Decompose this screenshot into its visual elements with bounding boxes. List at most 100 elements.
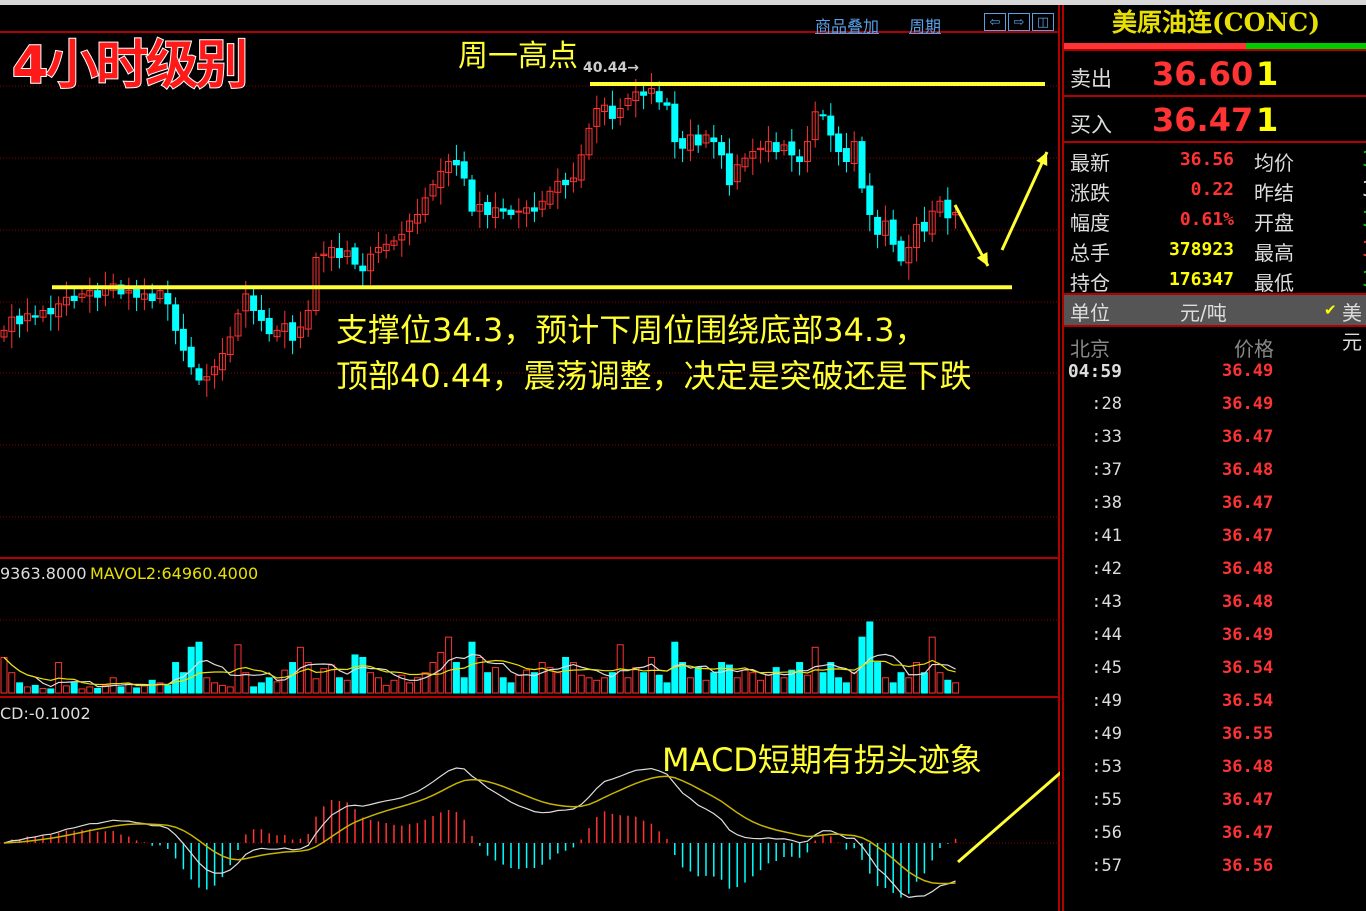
candle-up — [577, 154, 585, 181]
tick-price: 36.47 — [1222, 427, 1274, 447]
candle-down — [16, 315, 24, 325]
candle-down — [530, 207, 538, 212]
timeframe-title: 4小时级别 — [11, 35, 249, 97]
period-button[interactable]: 周期 — [909, 17, 942, 36]
sell-row[interactable]: 卖出 36.60 1 — [1064, 51, 1366, 97]
volume-bar — [16, 682, 24, 694]
candle-down — [359, 265, 367, 272]
volume-bar — [312, 678, 320, 694]
candle-up — [624, 98, 632, 107]
candle-down — [772, 142, 780, 153]
stat-row: 幅度 0.61% 开盘 3 — [1064, 207, 1366, 237]
candle-down — [187, 346, 195, 368]
candle-up — [156, 290, 164, 300]
volume-bar — [913, 662, 921, 694]
candle-up — [86, 290, 94, 297]
layout-icon[interactable]: ◫ — [1032, 13, 1054, 31]
col-time: 北京 — [1070, 337, 1110, 361]
candle-up — [523, 207, 531, 214]
candle-down — [265, 317, 273, 335]
candle-up — [211, 366, 219, 376]
tick-price: 36.48 — [1222, 559, 1274, 579]
tick-time: :33 — [1091, 427, 1122, 447]
volume-bar — [195, 641, 203, 694]
macd-dea-line — [3, 775, 956, 885]
candle-up — [140, 293, 148, 300]
overlay-button[interactable]: 商品叠加 — [815, 17, 880, 36]
candle-down — [796, 156, 804, 162]
arrow-right-icon[interactable]: ⇨ — [1008, 13, 1030, 31]
stat-label: 持仓 — [1070, 271, 1110, 295]
candle-down — [889, 219, 897, 245]
instrument-title: 美原油连(CONC) — [1111, 8, 1321, 37]
arrow-left-icon[interactable]: ⇦ — [984, 13, 1006, 31]
tick-row: :44 36.49 — [1064, 625, 1366, 658]
arrow-up — [1000, 151, 1049, 251]
tick-price: 36.54 — [1222, 691, 1274, 711]
candle-up — [585, 127, 593, 156]
candle-down — [866, 185, 874, 215]
volume-bar — [491, 667, 499, 694]
candle-up — [905, 247, 913, 264]
arrow-down-head — [976, 252, 988, 266]
candle-up — [741, 157, 749, 168]
volume-bar — [835, 677, 843, 694]
stat-label: 涨跌 — [1070, 181, 1110, 205]
candle-down — [718, 142, 726, 156]
candle-down — [257, 309, 265, 321]
stat-label: 均价 — [1254, 151, 1294, 175]
tick-price: 36.55 — [1222, 724, 1274, 744]
candle-up — [281, 323, 289, 332]
volume-bar — [538, 662, 546, 694]
candle-up — [273, 329, 281, 338]
volume-bar — [133, 687, 141, 694]
candle-down — [920, 221, 928, 232]
macd-arrow — [957, 771, 1060, 864]
chart-canvas[interactable] — [0, 5, 1060, 911]
tick-row: :57 36.56 — [1064, 856, 1366, 889]
volume-bar — [203, 677, 211, 694]
sell-label: 卖出 — [1070, 67, 1112, 91]
volume-bar — [320, 668, 328, 694]
volume-bar — [125, 683, 133, 694]
volume-bar — [780, 677, 788, 694]
volume-bar — [530, 672, 538, 694]
tick-row: :42 36.48 — [1064, 559, 1366, 592]
tick-row: :37 36.48 — [1064, 460, 1366, 493]
candle-down — [250, 295, 258, 311]
candle-down — [484, 202, 492, 215]
candle-down — [70, 295, 78, 302]
volume-bar — [398, 674, 406, 694]
candle-up — [632, 91, 640, 102]
candle-up — [538, 200, 546, 210]
volume-bar — [881, 677, 889, 694]
kline-chart[interactable]: 商品叠加 周期 ⇦ ⇨ ◫ 4小时级别 周一高点 40.44→ 支撑位34.3，… — [0, 5, 1060, 911]
volume-bar — [117, 686, 125, 694]
volume-bar — [647, 656, 655, 694]
volume-bar — [936, 672, 944, 694]
buy-row[interactable]: 买入 36.47 1 — [1064, 97, 1366, 143]
buy-qty: 1 — [1256, 101, 1279, 139]
stat-label: 最高 — [1254, 241, 1294, 265]
volume-bar — [31, 684, 39, 694]
volume-bar — [702, 679, 710, 694]
stat-label: 最低 — [1254, 271, 1294, 295]
mavol2-line — [3, 657, 956, 687]
volume-bar — [242, 672, 250, 694]
volume-bar — [507, 682, 515, 694]
volume-bar — [156, 682, 164, 694]
tick-row: :33 36.47 — [1064, 427, 1366, 460]
unit-extra[interactable]: 美元 — [1342, 301, 1362, 354]
candle-down — [452, 159, 460, 166]
candle-down — [179, 328, 187, 351]
quote-stats: 最新 36.56 均价 3涨跌 0.22 昨结 3幅度 0.61% 开盘 3总手… — [1064, 143, 1366, 295]
candle-down — [507, 209, 515, 215]
candle-down — [94, 290, 102, 298]
stat-label: 总手 — [1070, 241, 1110, 265]
tick-time: :45 — [1091, 658, 1122, 678]
volume-bar — [725, 664, 733, 694]
tick-price: 36.49 — [1222, 361, 1274, 381]
stat-label: 昨结 — [1254, 181, 1294, 205]
check-icon[interactable]: ✔ — [1324, 301, 1337, 319]
candle-up — [304, 309, 312, 330]
